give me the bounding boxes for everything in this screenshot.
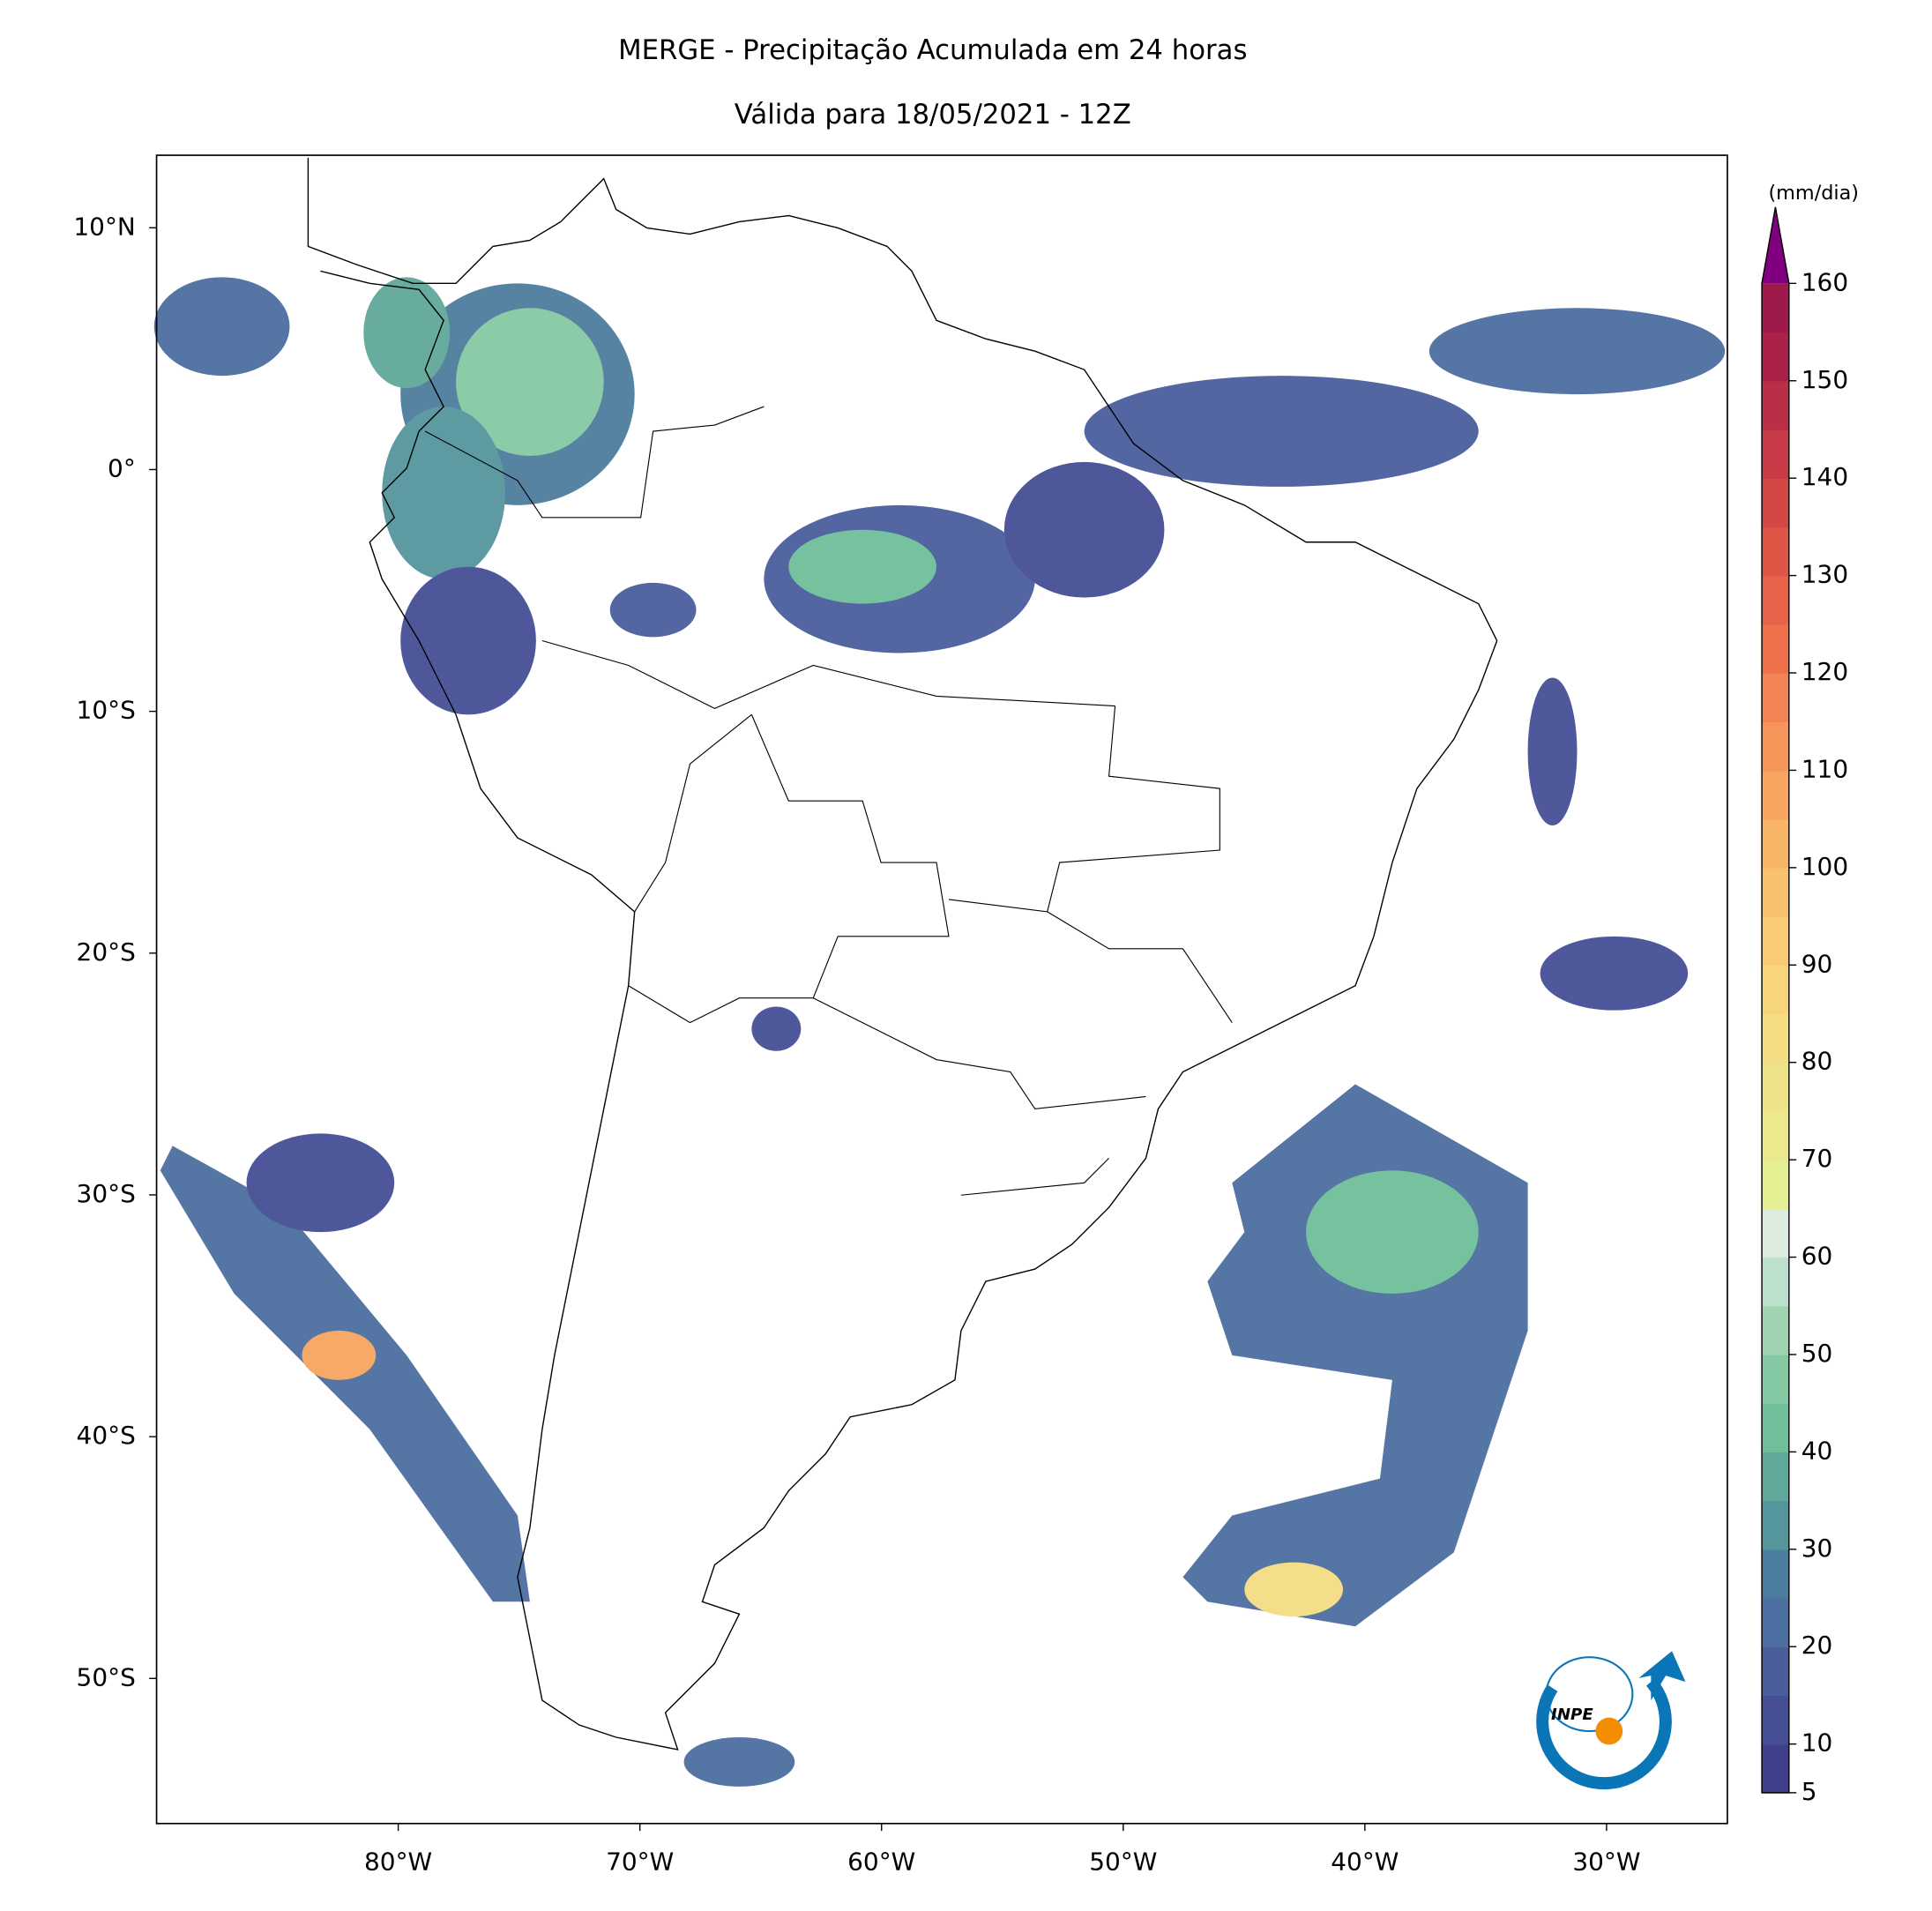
colorbar-band (1762, 1305, 1789, 1355)
colorbar-band (1762, 478, 1789, 528)
colorbar-band (1762, 770, 1789, 820)
colorbar-band (1762, 1743, 1789, 1794)
colorbar-band (1762, 623, 1789, 674)
x-tick-label: 50°W (1089, 1848, 1157, 1877)
map-background (156, 155, 1727, 1824)
logo: INPE (1536, 1651, 1686, 1790)
colorbar-frame (1761, 206, 1790, 1794)
colorbar-band (1762, 1598, 1789, 1647)
y-tick-label: 10°N (73, 212, 135, 241)
y-tick-label: 0° (108, 453, 136, 482)
colorbar-band (1762, 380, 1789, 430)
colorbar-band (1762, 526, 1789, 577)
colorbar-band (1762, 673, 1789, 722)
y-tick-label: 20°S (77, 937, 136, 967)
x-tick-label: 40°W (1331, 1848, 1399, 1877)
colorbar-band (1762, 1062, 1789, 1112)
colorbar-band (1762, 965, 1789, 1015)
colorbar-band (1762, 1403, 1789, 1453)
coastline (307, 157, 1498, 1751)
colorbar-band (1762, 1452, 1789, 1502)
colorbar-tick-label: 50 (1801, 1339, 1833, 1368)
subtitle: Válida para 18/05/2021 - 12Z (735, 99, 1131, 131)
colorbar-band (1762, 721, 1789, 772)
colorbar-band (1762, 575, 1789, 625)
colorbar-tick-label: 5 (1801, 1777, 1817, 1806)
colorbar-label: (mm/dia) (1768, 182, 1859, 205)
colorbar-band (1762, 429, 1789, 479)
colorbar-tick-label: 20 (1801, 1631, 1833, 1660)
colorbar-band (1762, 1549, 1789, 1599)
colorbar-band (1762, 332, 1789, 382)
colorbar-band (1762, 916, 1789, 966)
colorbar-band (1762, 1354, 1789, 1404)
title: MERGE - Precipitação Acumulada em 24 hor… (618, 34, 1247, 66)
y-tick-label: 30°S (77, 1179, 136, 1208)
colorbar-tick-label: 10 (1801, 1728, 1833, 1758)
colorbar-tick-label: 150 (1801, 365, 1848, 394)
colorbar-tick-label: 160 (1801, 267, 1848, 296)
borders (424, 406, 1233, 1196)
colorbar-tick-label: 80 (1801, 1047, 1833, 1076)
colorbar-tick-label: 60 (1801, 1242, 1833, 1271)
map-frame (155, 154, 1728, 1825)
colorbar-tick-label: 110 (1801, 754, 1848, 783)
colorbar-band (1762, 1160, 1789, 1210)
colorbar-band (1762, 283, 1789, 333)
colorbar-tick-label: 90 (1801, 949, 1833, 978)
map-area (153, 154, 1728, 1825)
colorbar-extend (1762, 206, 1789, 284)
y-tick-label: 40°S (77, 1421, 136, 1450)
colorbar-band (1762, 1013, 1789, 1064)
x-tick-label: 30°W (1572, 1848, 1640, 1877)
colorbar-tick-label: 30 (1801, 1534, 1833, 1563)
colorbar-tick-label: 130 (1801, 560, 1848, 589)
colorbar-band (1762, 1208, 1789, 1258)
x-tick-label: 60°W (847, 1848, 915, 1877)
colorbar-band (1762, 867, 1789, 917)
colorbar-band (1762, 1257, 1789, 1307)
colorbar-band (1762, 1110, 1789, 1161)
x-tick-label: 70°W (606, 1848, 674, 1877)
colorbar-band (1762, 1500, 1789, 1550)
y-tick-label: 50°S (77, 1662, 136, 1691)
colorbar-tick-label: 100 (1801, 852, 1848, 881)
colorbar-tick-label: 40 (1801, 1436, 1833, 1465)
colorbar-band (1762, 1695, 1789, 1745)
precipitation (153, 277, 1726, 1787)
logo-text: INPE (1551, 1706, 1593, 1724)
y-tick-label: 10°S (77, 696, 136, 725)
colorbar-band (1762, 1646, 1789, 1697)
colorbar-band (1762, 818, 1789, 869)
colorbar-tick-label: 140 (1801, 462, 1848, 491)
colorbar-tick-label: 70 (1801, 1144, 1833, 1173)
colorbar-tick-label: 120 (1801, 657, 1848, 686)
x-tick-label: 80°W (364, 1848, 432, 1877)
